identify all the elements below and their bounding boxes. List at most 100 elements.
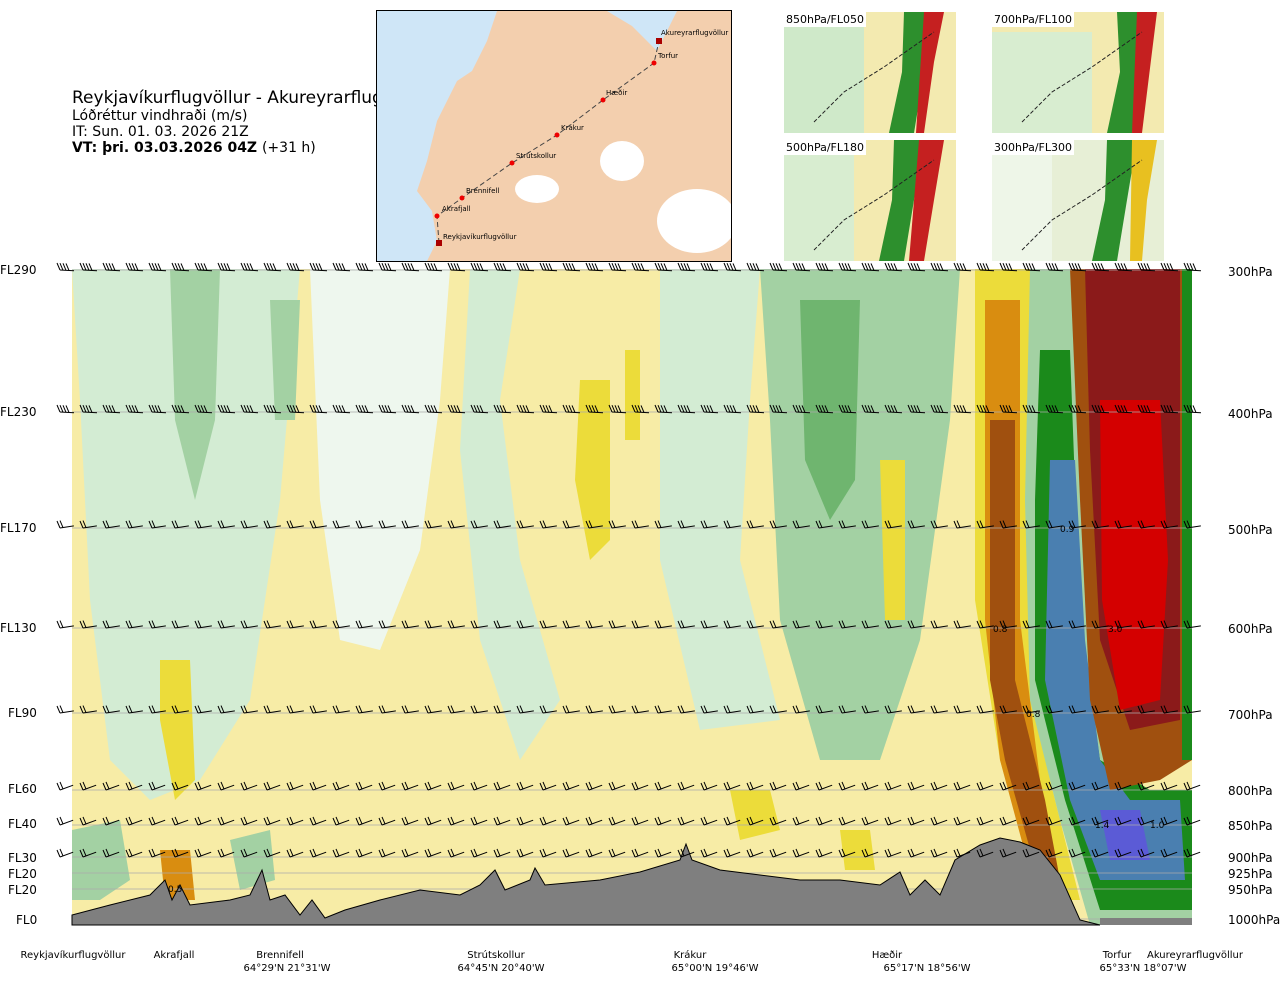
wind-barb [493, 404, 512, 414]
wind-barb [700, 620, 718, 629]
wind-barb [424, 781, 442, 791]
wind-barb [930, 520, 948, 529]
wind-barb [79, 404, 98, 414]
wind-barb [562, 781, 580, 791]
wind-barb [424, 816, 442, 826]
wind-barb [470, 781, 488, 791]
wind-barb [838, 816, 856, 826]
wind-barb [976, 520, 994, 529]
wind-barb [585, 620, 603, 629]
field-region [990, 420, 1060, 885]
wind-barb [240, 848, 258, 858]
wind-barb [999, 262, 1018, 272]
wind-barb [309, 620, 327, 629]
waypoint-name: Reykjavíkurflugvöllur [20, 950, 126, 961]
wind-barb [677, 705, 695, 714]
wind-barb [378, 816, 396, 826]
wind-barb [56, 781, 74, 791]
wind-barb [562, 404, 581, 414]
wind-barb [332, 620, 350, 629]
wind-barb [447, 404, 466, 414]
wind-barb [194, 705, 212, 714]
wind-barb [493, 520, 511, 529]
pressure-label: 850hPa [1228, 819, 1273, 833]
contour-label: 0.8 [993, 625, 1008, 635]
wind-barb [723, 404, 742, 414]
wind-barb [1091, 781, 1109, 791]
map-label-brennifell: Brennifell [466, 187, 499, 195]
route-point [509, 160, 515, 166]
wind-barb [930, 705, 948, 714]
wind-barb [792, 781, 810, 791]
wind-barb [401, 404, 420, 414]
wind-barb [148, 520, 166, 529]
wind-barbs [56, 262, 1202, 858]
wind-barb [677, 781, 695, 791]
wind-barb [401, 520, 419, 529]
map-label-strutskollur: Strútskollur [516, 152, 556, 160]
wind-barb [585, 262, 604, 272]
contour-labels: 0.9 0.8 3.0 0.8 1.4 1.0 0.5 [168, 525, 1165, 895]
wind-barb [792, 816, 810, 826]
wind-barb [976, 816, 994, 826]
wind-barb [1137, 520, 1155, 529]
fl-label: FL0 [16, 913, 38, 927]
wind-barb [884, 781, 902, 791]
wind-barb [125, 781, 143, 791]
wind-barb [631, 520, 649, 529]
waypoint-coord: 65°33'N 18°07'W [1099, 963, 1187, 974]
wind-barb [470, 705, 488, 714]
wind-barb [1091, 520, 1109, 529]
wind-barb [907, 404, 926, 414]
wind-barb [1137, 620, 1155, 629]
mini-map-label: 850hPa/FL050 [784, 12, 867, 27]
pressure-label: 300hPa [1228, 265, 1273, 279]
wind-barb [1068, 620, 1086, 629]
wind-barb [1114, 262, 1133, 272]
contour-label: 1.4 [1095, 821, 1110, 831]
wind-barb [309, 781, 327, 791]
valid-time-value: VT: þri. 03.03.2026 04Z [72, 140, 258, 156]
wind-barb [999, 781, 1017, 791]
wind-barb [677, 816, 695, 826]
wind-barb [332, 520, 350, 529]
wind-barb [884, 705, 902, 714]
wind-barb [447, 848, 465, 858]
wind-barb [332, 262, 351, 272]
map-label-reykjavik: Reykjavíkurflugvöllur [443, 233, 517, 241]
wind-barb [1068, 520, 1086, 529]
wind-barb [746, 262, 765, 272]
wind-barb [194, 848, 212, 858]
wind-barb [838, 848, 856, 858]
field-region [160, 660, 195, 800]
wind-barb [125, 816, 143, 826]
wind-barb [654, 705, 672, 714]
wind-barb [240, 620, 258, 629]
field-region [660, 269, 780, 730]
wind-barb [309, 816, 327, 826]
wind-barb [470, 404, 489, 414]
wind-barb [516, 620, 534, 629]
wind-barb [171, 262, 190, 272]
fl-label: FL90 [8, 706, 37, 720]
wind-barb [700, 262, 719, 272]
wind-barb [631, 404, 650, 414]
wind-barb [332, 848, 350, 858]
fl-label: FL170 [0, 521, 37, 535]
wind-barb [907, 781, 925, 791]
wind-barb [332, 781, 350, 791]
wind-barb [286, 404, 305, 414]
wind-barb [516, 705, 534, 714]
wind-barb [792, 620, 810, 629]
wind-barb [608, 781, 626, 791]
wind-barb [654, 520, 672, 529]
issue-time: IT: Sun. 01. 03. 2026 21Z [72, 124, 249, 140]
wind-barb [56, 705, 74, 714]
wind-barb [861, 520, 879, 529]
field-region [840, 830, 875, 870]
wind-barb [746, 705, 764, 714]
pressure-label: 800hPa [1228, 784, 1273, 798]
wind-barb [194, 816, 212, 826]
wind-barb [148, 781, 166, 791]
